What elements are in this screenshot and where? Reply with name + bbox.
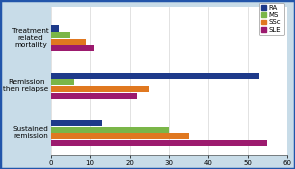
Bar (51, 92, 137, 99)
Bar (51, 45, 94, 51)
Bar (51, 73, 260, 79)
Bar (51, 39, 86, 45)
Bar (51, 32, 71, 38)
Bar (51, 25, 59, 32)
Legend: RA, MS, SSc, SLE: RA, MS, SSc, SLE (259, 3, 283, 35)
Bar (51, 127, 169, 133)
Bar (51, 79, 74, 85)
Bar (51, 140, 267, 146)
Bar (51, 86, 149, 92)
Bar (51, 120, 102, 126)
Bar (51, 133, 189, 139)
